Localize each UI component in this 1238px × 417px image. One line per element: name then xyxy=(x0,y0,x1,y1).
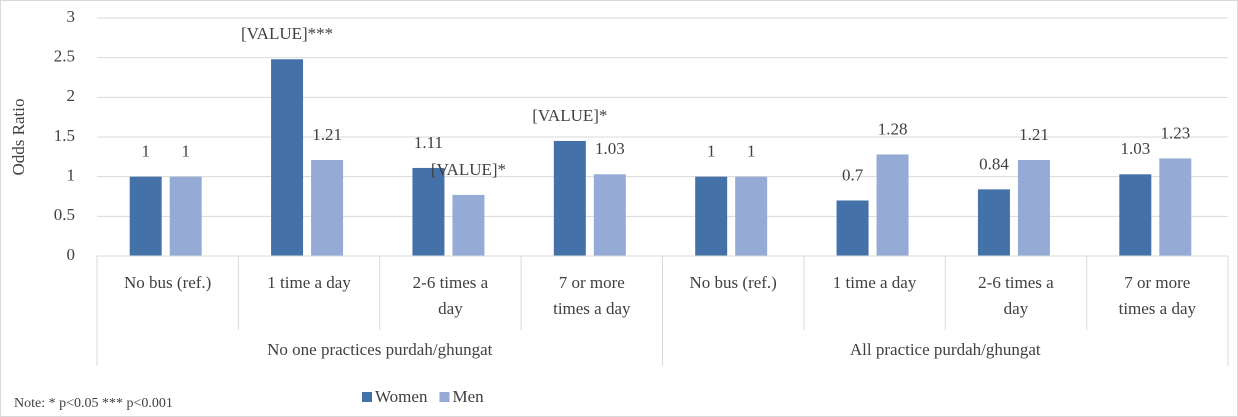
legend-swatch xyxy=(362,392,372,402)
data-label: 1 xyxy=(141,142,150,161)
data-label: 1.11 xyxy=(414,133,443,152)
bar xyxy=(553,140,586,256)
data-label: 0.84 xyxy=(979,154,1009,173)
x-tick-label: 2-6 times a day xyxy=(978,273,1054,318)
x-tick-label: No bus (ref.) xyxy=(124,273,211,292)
bar xyxy=(695,176,728,256)
data-label: 1.21 xyxy=(312,125,342,144)
bar xyxy=(271,59,304,257)
bar xyxy=(169,176,202,256)
bar xyxy=(311,160,344,256)
group-label: No one practices purdah/ghungat xyxy=(267,340,492,359)
x-tick-label: 7 or more times a day xyxy=(1119,273,1197,318)
data-label: 1.28 xyxy=(878,119,908,138)
data-label: [VALUE]* xyxy=(532,106,607,125)
data-label: 1.21 xyxy=(1019,125,1049,144)
bar xyxy=(1017,160,1050,256)
y-tick-label: 2.5 xyxy=(54,47,75,66)
y-tick-label: 0 xyxy=(67,245,76,264)
y-tick-label: 2 xyxy=(67,86,76,105)
x-tick-label: No bus (ref.) xyxy=(690,273,777,292)
bar xyxy=(876,154,909,256)
bar xyxy=(977,189,1010,256)
y-axis-label: Odds Ratio xyxy=(9,99,28,176)
bar xyxy=(452,194,485,256)
x-tick-label: 2-6 times a day xyxy=(413,273,489,318)
y-tick-label: 3 xyxy=(67,7,76,26)
data-label: 1 xyxy=(747,142,756,161)
data-label: 1.23 xyxy=(1160,123,1190,142)
bar xyxy=(1159,158,1192,256)
group-label: All practice purdah/ghungat xyxy=(850,340,1041,359)
bar xyxy=(1119,174,1152,256)
data-label: 1.03 xyxy=(595,139,625,158)
data-label: 1 xyxy=(707,142,716,161)
x-tick-label: 1 time a day xyxy=(833,273,917,292)
y-tick-label: 1 xyxy=(67,166,76,185)
data-label: 0.7 xyxy=(842,165,864,184)
bar xyxy=(836,200,869,256)
bar xyxy=(412,167,445,256)
data-label: 1.03 xyxy=(1120,139,1150,158)
bar xyxy=(593,174,626,256)
note: Note: * p<0.05 *** p<0.001 xyxy=(14,396,173,411)
bar xyxy=(735,176,768,256)
y-tick-label: 0.5 xyxy=(54,205,75,224)
data-label: [VALUE]*** xyxy=(241,24,333,43)
legend-label: Women xyxy=(375,387,428,406)
bar xyxy=(129,176,162,256)
data-label: 1 xyxy=(181,142,190,161)
data-label: [VALUE]* xyxy=(431,160,506,179)
x-tick-label: 1 time a day xyxy=(267,273,351,292)
legend-swatch xyxy=(439,392,450,402)
y-tick-label: 1.5 xyxy=(54,126,75,145)
legend-label: Men xyxy=(452,387,484,406)
x-tick-label: 7 or more times a day xyxy=(553,273,631,318)
